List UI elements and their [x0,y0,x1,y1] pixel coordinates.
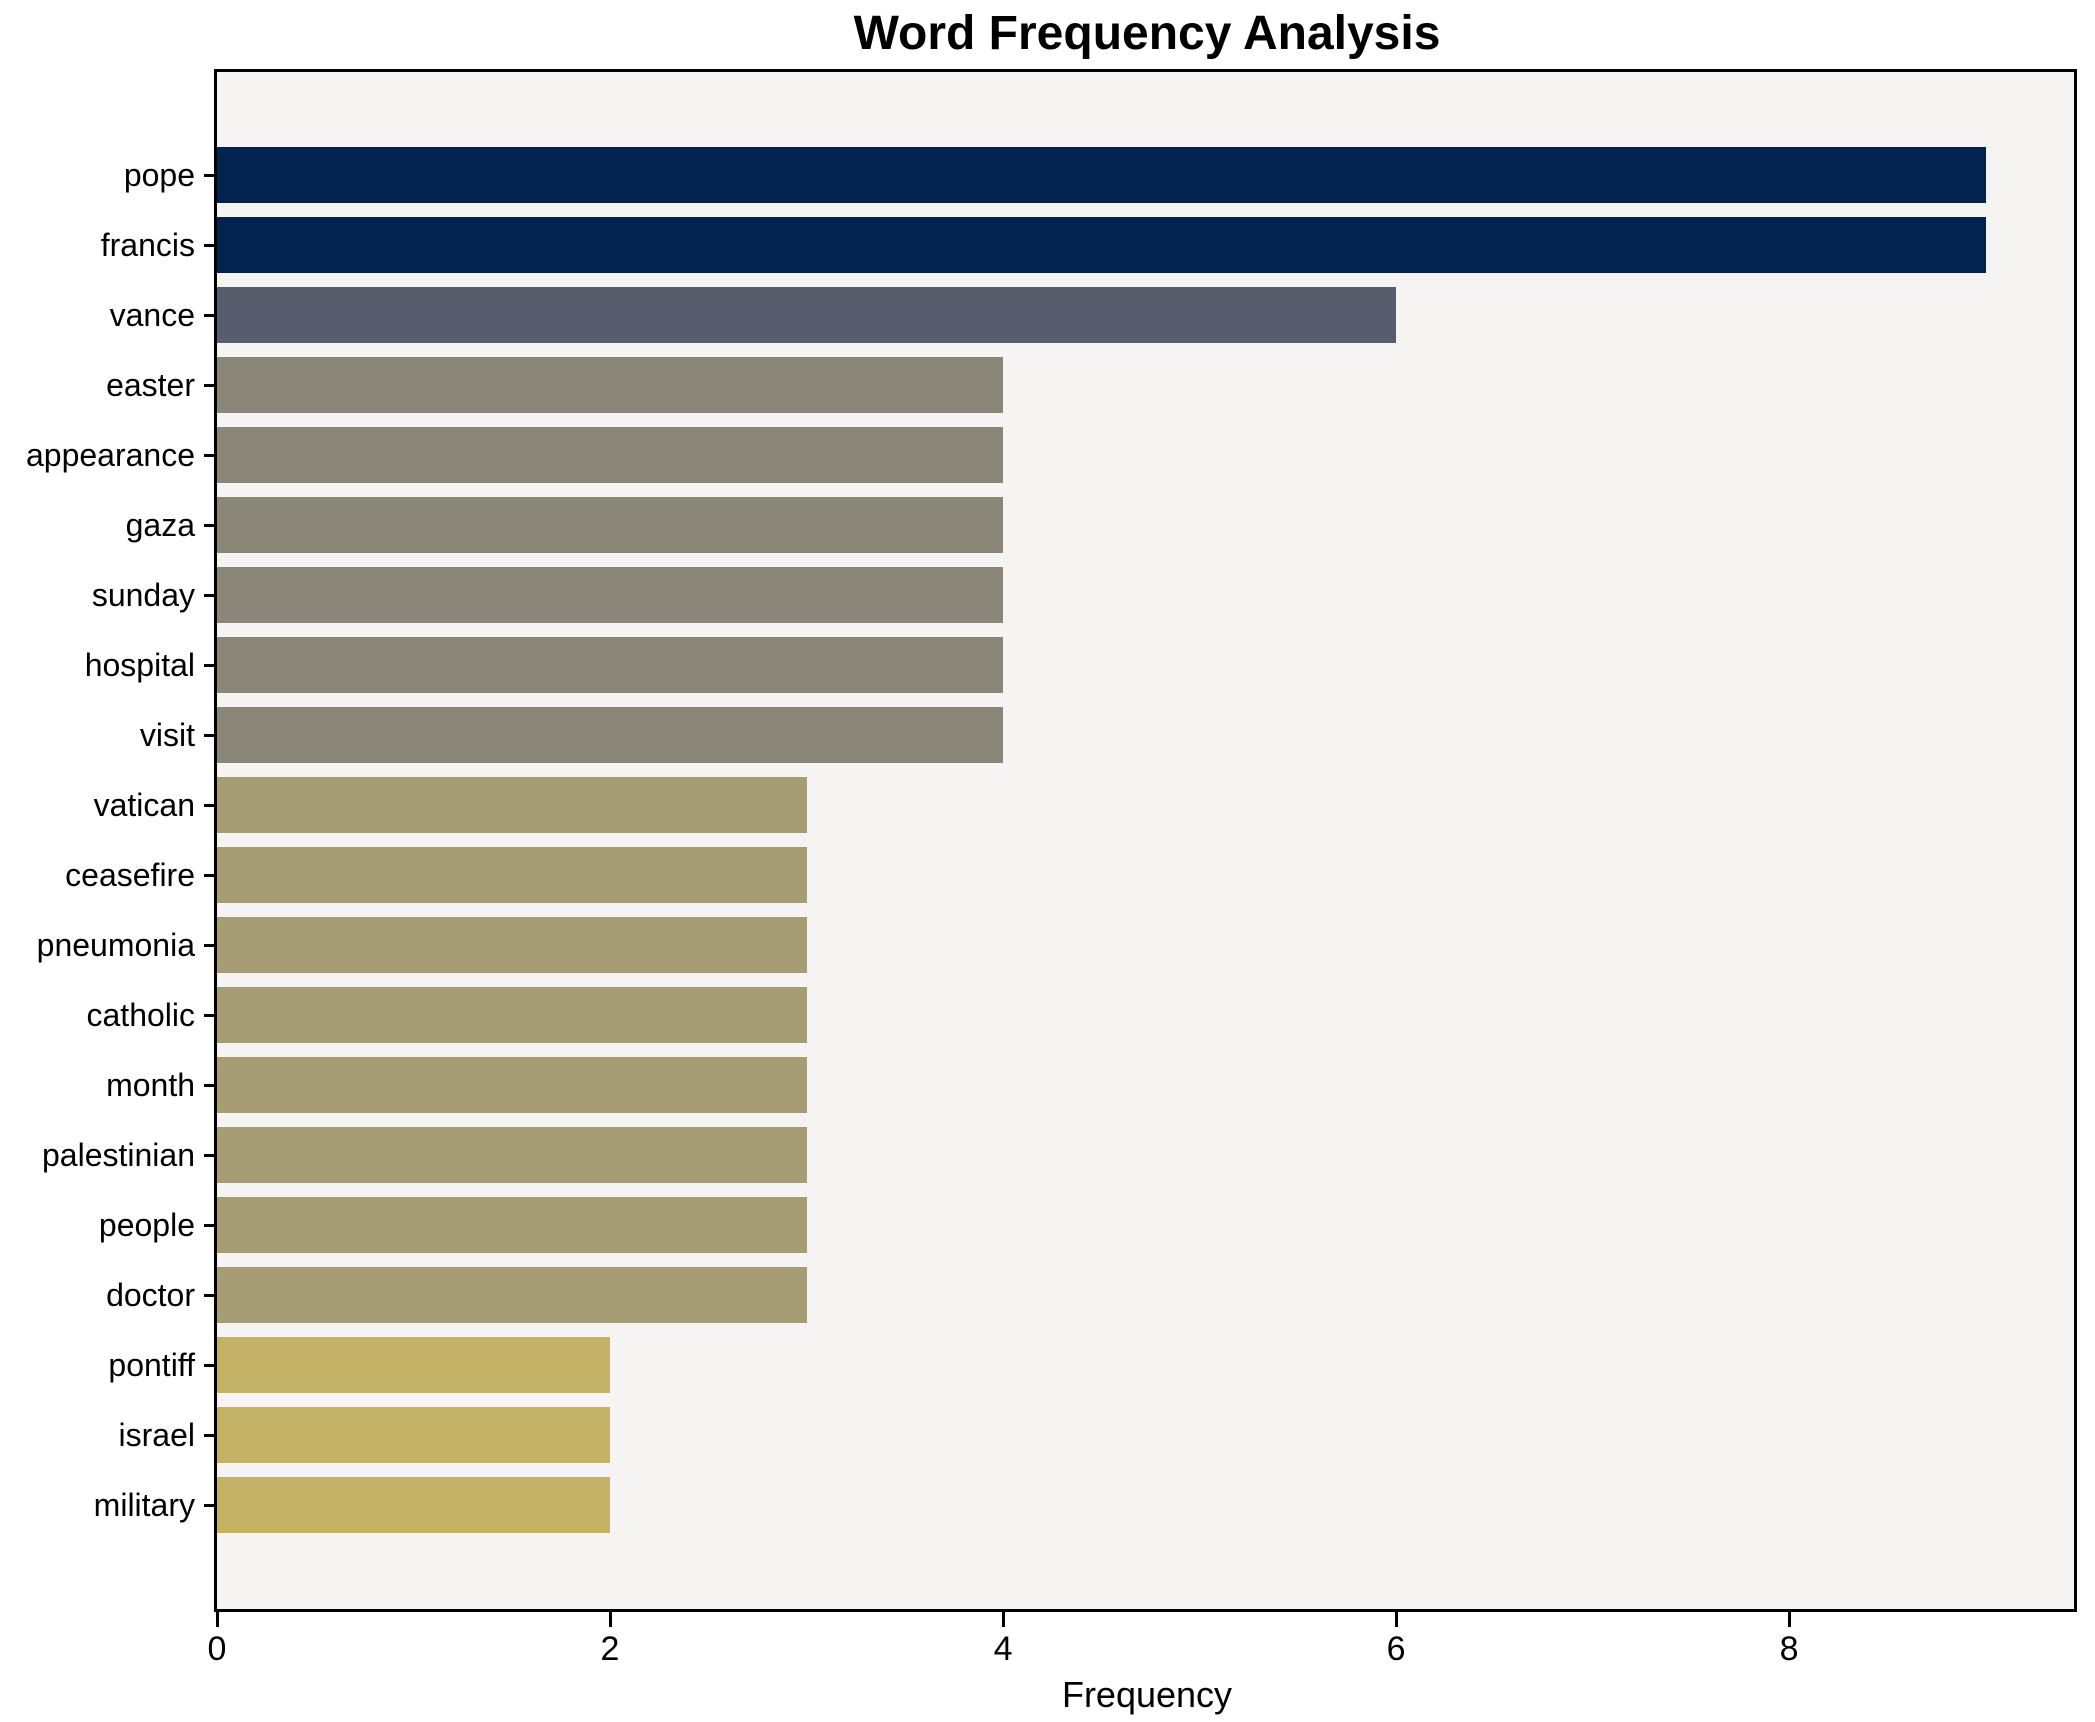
bar-gaza [217,497,1004,553]
bar-vance [217,287,1397,343]
y-tick-label-hospital: hospital [84,647,195,683]
y-tick-label-palestinian: palestinian [42,1137,195,1173]
bar-palestinian [217,1127,807,1183]
y-tick-label-israel: israel [118,1417,195,1453]
y-tick-label-month: month [106,1067,195,1103]
y-tick-mark [204,383,214,387]
y-tick-label-visit: visit [139,717,195,753]
x-tick-mark [1001,1612,1005,1627]
bar-catholic [217,987,807,1043]
y-tick-label-military: military [93,1487,195,1523]
bar-sunday [217,567,1004,623]
y-tick-mark [204,453,214,457]
x-tick-mark [608,1612,612,1627]
y-tick-label-doctor: doctor [106,1277,195,1313]
y-tick-mark [204,803,214,807]
y-tick-label-vatican: vatican [93,787,195,823]
x-axis-label: Frequency [1061,1674,1233,1715]
y-tick-label-pneumonia: pneumonia [36,927,195,963]
bar-people [217,1197,807,1253]
bar-month [217,1057,807,1113]
bar-israel [217,1407,611,1463]
y-tick-mark [204,1153,214,1157]
y-tick-mark [204,1503,214,1507]
y-tick-mark [204,943,214,947]
y-tick-label-sunday: sunday [91,577,195,613]
y-tick-label-gaza: gaza [125,507,195,543]
y-tick-label-people: people [98,1207,195,1243]
bar-military [217,1477,611,1533]
bar-appearance [217,427,1004,483]
x-tick-mark [215,1612,219,1627]
bar-hospital [217,637,1004,693]
x-tick-label-4: 4 [993,1630,1013,1668]
bar-pneumonia [217,917,807,973]
x-tick-mark [1787,1612,1791,1627]
x-tick-label-6: 6 [1386,1630,1406,1668]
y-tick-mark [204,1013,214,1017]
chart-title: Word Frequency Analysis [853,7,1441,60]
y-tick-mark [204,733,214,737]
y-tick-mark [204,1363,214,1367]
y-tick-mark [204,523,214,527]
bar-francis [217,217,1986,273]
y-tick-mark [204,873,214,877]
y-tick-mark [204,593,214,597]
x-tick-label-8: 8 [1779,1630,1799,1668]
y-tick-mark [204,1293,214,1297]
x-tick-label-2: 2 [600,1630,620,1668]
bar-easter [217,357,1004,413]
y-tick-label-ceasefire: ceasefire [65,857,195,893]
y-tick-label-francis: francis [100,227,195,263]
x-tick-label-0: 0 [207,1630,227,1668]
bar-doctor [217,1267,807,1323]
bar-pontiff [217,1337,611,1393]
y-tick-label-catholic: catholic [86,997,196,1033]
y-tick-mark [204,1083,214,1087]
bar-vatican [217,777,807,833]
bar-visit [217,707,1004,763]
plot-area [214,69,2077,1612]
y-tick-mark [204,173,214,177]
y-tick-label-easter: easter [106,367,195,403]
y-tick-label-appearance: appearance [25,437,195,473]
y-tick-mark [204,1433,214,1437]
bar-pope [217,147,1986,203]
bar-ceasefire [217,847,807,903]
y-tick-mark [204,313,214,317]
y-tick-mark [204,243,214,247]
y-tick-label-pontiff: pontiff [108,1347,195,1383]
y-tick-mark [204,1223,214,1227]
y-tick-label-pope: pope [123,157,195,193]
y-tick-mark [204,663,214,667]
x-tick-mark [1394,1612,1398,1627]
y-tick-label-vance: vance [109,297,195,333]
